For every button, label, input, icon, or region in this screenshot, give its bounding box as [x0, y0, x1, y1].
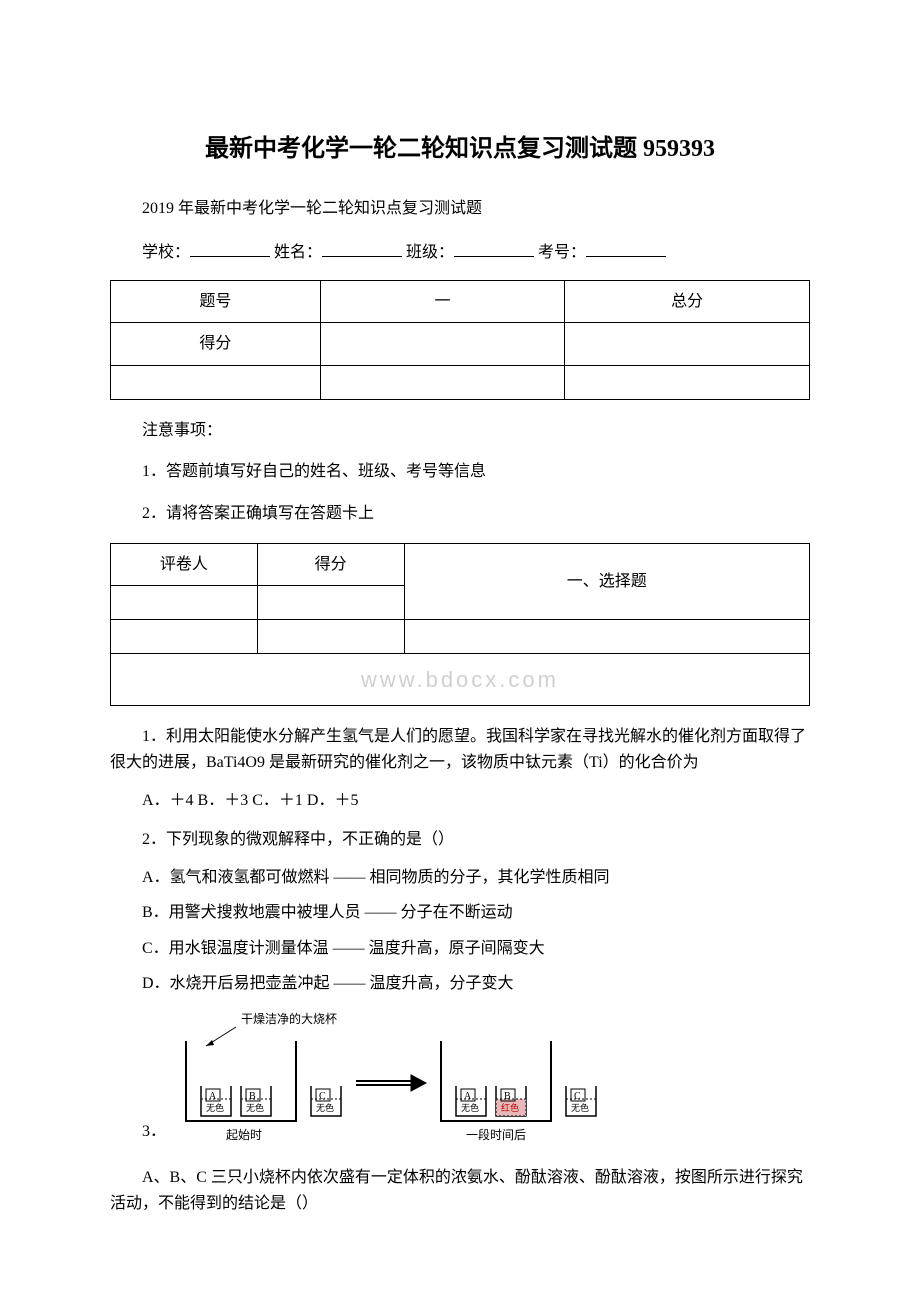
notice-header: 注意事项： — [110, 418, 810, 444]
start-label: 起始时 — [226, 1128, 262, 1142]
q1-options: A．＋4 B．＋3 C．＋1 D．＋5 — [110, 788, 810, 814]
cell-score: 得分 — [257, 543, 404, 586]
examno-label: 考号： — [538, 244, 586, 261]
cell-得分: 得分 — [111, 323, 321, 366]
big-beaker-label: 干燥洁净的大烧杯 — [241, 1011, 337, 1026]
section-title: 一、选择题 — [404, 543, 809, 620]
after-label: 一段时间后 — [466, 1127, 526, 1142]
cell-blank — [111, 586, 258, 620]
cell-blank — [320, 365, 565, 399]
section-table: 评卷人 得分 一、选择题 www.bdocx.com — [110, 543, 810, 707]
q2-optC: C．用水银温度计测量体温 —— 温度升高，原子间隔变大 — [110, 936, 810, 962]
q3-diagram-row: 3． 干燥洁净的大烧杯 A 无色 B 无色 C 无色 起始时 — [110, 1011, 810, 1151]
cell-blank — [565, 365, 810, 399]
subtitle: 2019 年最新中考化学一轮二轮知识点复习测试题 — [110, 196, 810, 222]
cell-一: 一 — [320, 280, 565, 323]
cup-c2-label: C — [574, 1091, 581, 1102]
cup-a-label: A — [209, 1091, 217, 1102]
cup-b2-color: 红色 — [501, 1102, 519, 1113]
name-label: 姓名： — [274, 244, 322, 261]
cup-b-label: B — [249, 1091, 256, 1102]
cup-b2-label: B — [504, 1091, 511, 1102]
question-2: 2．下列现象的微观解释中，不正确的是（） A．氢气和液氢都可做燃料 —— 相同物… — [110, 827, 810, 997]
experiment-diagram: 干燥洁净的大烧杯 A 无色 B 无色 C 无色 起始时 — [176, 1011, 616, 1151]
cell-总分: 总分 — [565, 280, 810, 323]
cell-blank — [565, 323, 810, 366]
class-blank[interactable] — [454, 241, 534, 257]
cell-blank — [404, 620, 809, 654]
page-title: 最新中考化学一轮二轮知识点复习测试题 959393 — [110, 130, 810, 168]
table-row: 评卷人 得分 一、选择题 — [111, 543, 810, 586]
q2-optD: D．水烧开后易把壶盖冲起 —— 温度升高，分子变大 — [110, 971, 810, 997]
score-table: 题号 一 总分 得分 — [110, 280, 810, 400]
cup-c-label: C — [319, 1091, 326, 1102]
cell-blank — [111, 365, 321, 399]
q3-number: 3． — [142, 1119, 166, 1151]
cup-c2-color: 无色 — [571, 1102, 589, 1113]
table-row — [111, 620, 810, 654]
table-row — [111, 365, 810, 399]
q2-body: 2．下列现象的微观解释中，不正确的是（） — [110, 827, 810, 853]
cup-a-color: 无色 — [206, 1102, 224, 1113]
q1-body: 1．利用太阳能使水分解产生氢气是人们的愿望。我国科学家在寻找光解水的催化剂方面取… — [110, 724, 810, 775]
cell-blank — [320, 323, 565, 366]
cell-reviewer: 评卷人 — [111, 543, 258, 586]
notice-2: 2．请将答案正确填写在答题卡上 — [110, 501, 810, 527]
name-blank[interactable] — [322, 241, 402, 257]
cup-a2-color: 无色 — [461, 1102, 479, 1113]
table-row: 得分 — [111, 323, 810, 366]
cup-a2-label: A — [464, 1091, 472, 1102]
cell-blank — [111, 620, 258, 654]
notice-1: 1．答题前填写好自己的姓名、班级、考号等信息 — [110, 459, 810, 485]
question-1: 1．利用太阳能使水分解产生氢气是人们的愿望。我国科学家在寻找光解水的催化剂方面取… — [110, 724, 810, 813]
q2-optA: A．氢气和液氢都可做燃料 —— 相同物质的分子，其化学性质相同 — [110, 865, 810, 891]
watermark-row: www.bdocx.com — [111, 654, 810, 706]
info-form-line: 学校： 姓名： 班级： 考号： — [110, 240, 810, 266]
q3-body: A、B、C 三只小烧杯内依次盛有一定体积的浓氨水、酚酞溶液、酚酞溶液，按图所示进… — [110, 1165, 810, 1216]
watermark-text: www.bdocx.com — [111, 654, 810, 706]
examno-blank[interactable] — [586, 241, 666, 257]
cup-b-color: 无色 — [246, 1102, 264, 1113]
cell-blank — [257, 586, 404, 620]
question-3: 3． 干燥洁净的大烧杯 A 无色 B 无色 C 无色 起始时 — [110, 1011, 810, 1216]
cell-blank — [257, 620, 404, 654]
school-blank[interactable] — [190, 241, 270, 257]
class-label: 班级： — [406, 244, 454, 261]
table-row: 题号 一 总分 — [111, 280, 810, 323]
school-label: 学校： — [142, 244, 190, 261]
cup-c-color: 无色 — [316, 1102, 334, 1113]
q2-optB: B．用警犬搜救地震中被埋人员 —— 分子在不断运动 — [110, 900, 810, 926]
cell-题号: 题号 — [111, 280, 321, 323]
